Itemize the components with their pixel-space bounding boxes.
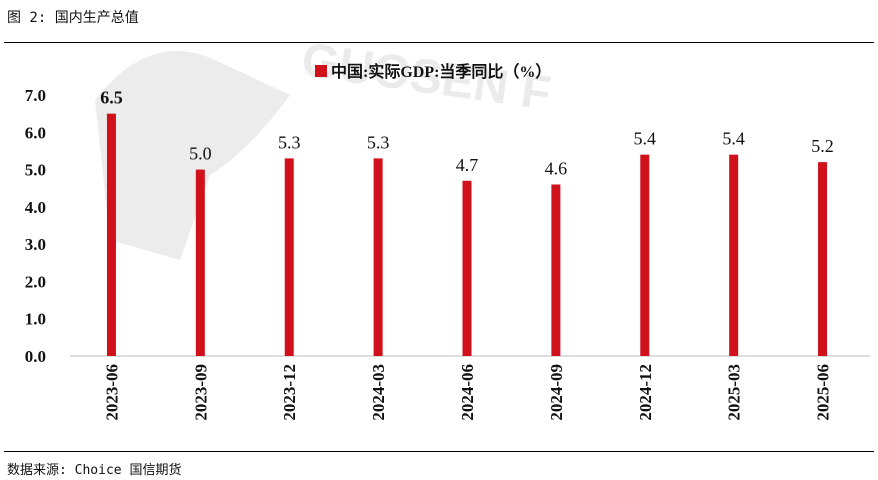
x-tick-label: 2024-12 bbox=[636, 364, 655, 421]
y-tick-label: 5.0 bbox=[25, 161, 46, 180]
bar bbox=[462, 180, 472, 356]
x-tick-label: 2025-06 bbox=[814, 364, 833, 421]
data-label: 5.3 bbox=[278, 132, 301, 152]
x-tick-label: 2024-09 bbox=[547, 364, 566, 421]
bars bbox=[106, 113, 828, 357]
bar bbox=[195, 169, 205, 356]
top-rule bbox=[4, 42, 874, 43]
x-tick-label: 2025-03 bbox=[725, 364, 744, 421]
source-note: 数据来源: Choice 国信期货 bbox=[7, 463, 182, 478]
data-label: 5.4 bbox=[722, 129, 745, 149]
bar bbox=[551, 184, 561, 356]
x-tick-label: 2024-03 bbox=[369, 364, 388, 421]
y-tick-label: 2.0 bbox=[25, 272, 46, 291]
x-tick-label: 2023-12 bbox=[280, 364, 299, 421]
bottom-rule bbox=[4, 451, 874, 452]
data-label: 5.3 bbox=[367, 132, 390, 152]
y-tick-label: 3.0 bbox=[25, 235, 46, 254]
x-tick-label: 2024-06 bbox=[458, 364, 477, 421]
legend-swatch bbox=[315, 65, 327, 77]
bar bbox=[284, 158, 294, 356]
bar bbox=[818, 162, 828, 356]
data-label: 5.2 bbox=[811, 136, 834, 156]
bar bbox=[106, 113, 116, 357]
y-tick-label: 7.0 bbox=[25, 86, 46, 105]
bar bbox=[640, 154, 650, 356]
data-label: 4.7 bbox=[456, 155, 479, 175]
data-label: 5.0 bbox=[189, 144, 212, 164]
figure-title: 图 2: 国内生产总值 bbox=[7, 10, 139, 26]
data-label: 4.6 bbox=[545, 158, 568, 178]
x-axis-ticks: 2023-06 2023-09 2023-12 2024-03 2024-06 2024-… bbox=[102, 364, 832, 421]
gdp-bar-chart: 中国:实际GDP:当季同比（%） 0.0 1.0 2.0 3.0 4.0 5.0 6.0 7.… bbox=[25, 62, 870, 421]
legend-label: 中国:实际GDP:当季同比（%） bbox=[331, 62, 551, 81]
bar bbox=[729, 154, 739, 356]
x-tick-label: 2023-09 bbox=[191, 364, 210, 421]
y-tick-label: 0.0 bbox=[25, 347, 46, 366]
y-tick-label: 6.0 bbox=[25, 123, 46, 142]
y-tick-label: 4.0 bbox=[25, 198, 46, 217]
data-label: 6.5 bbox=[100, 88, 123, 108]
data-labels: 6.5 5.0 5.3 5.3 4.7 4.6 5.4 5.4 5.2 bbox=[100, 88, 834, 179]
y-axis-ticks: 0.0 1.0 2.0 3.0 4.0 5.0 6.0 7.0 bbox=[25, 86, 46, 366]
y-tick-label: 1.0 bbox=[25, 310, 46, 329]
bar bbox=[373, 158, 383, 356]
data-label: 5.4 bbox=[634, 129, 657, 149]
x-tick-label: 2023-06 bbox=[102, 364, 121, 421]
legend: 中国:实际GDP:当季同比（%） bbox=[315, 62, 551, 81]
